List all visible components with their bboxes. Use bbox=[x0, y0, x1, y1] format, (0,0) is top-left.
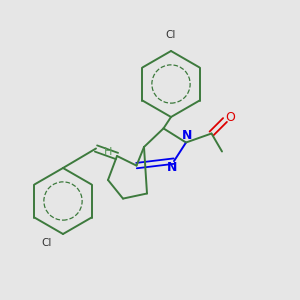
Text: Cl: Cl bbox=[41, 238, 52, 248]
Text: N: N bbox=[167, 161, 178, 174]
Text: H: H bbox=[104, 147, 112, 157]
Text: N: N bbox=[182, 129, 193, 142]
Text: O: O bbox=[226, 111, 235, 124]
Text: Cl: Cl bbox=[166, 29, 176, 40]
